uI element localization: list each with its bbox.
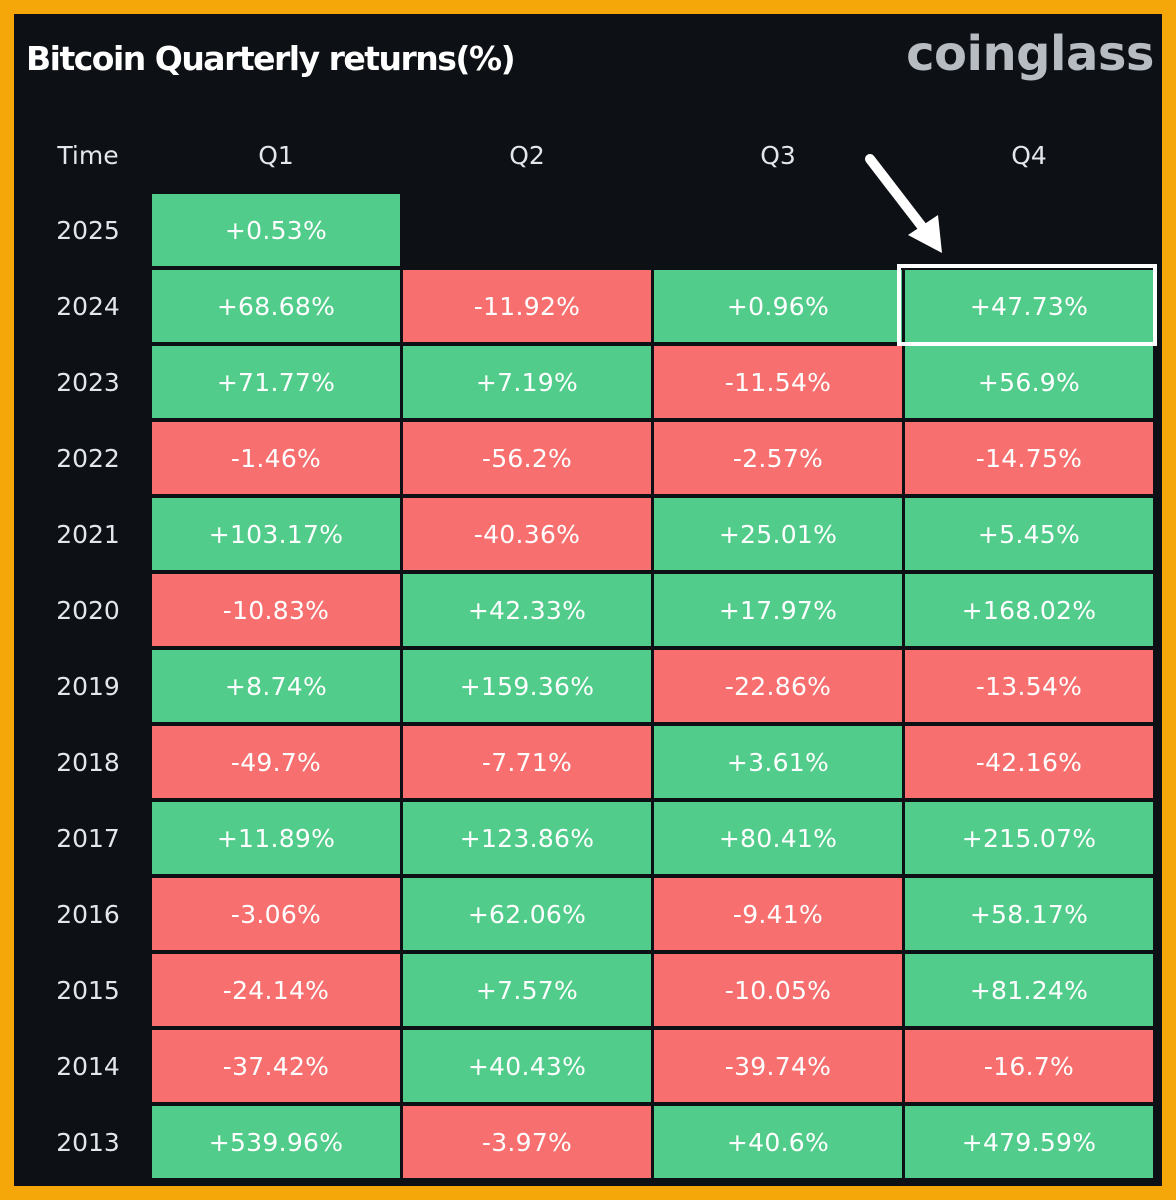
header-q3: Q3 <box>760 140 796 170</box>
return-cell-2019-q2: +159.36% <box>403 650 651 722</box>
year-label-2022: 2022 <box>56 443 120 473</box>
year-label-2014: 2014 <box>56 1051 120 1081</box>
return-cell-2015-q3: -10.05% <box>654 954 902 1026</box>
header-q2: Q2 <box>509 140 545 170</box>
return-cell-2020-q2: +42.33% <box>403 574 651 646</box>
return-cell-2018-q4: -42.16% <box>905 726 1153 798</box>
return-cell-2016-q1: -3.06% <box>152 878 400 950</box>
return-cell-2023-q3: -11.54% <box>654 346 902 418</box>
return-cell-2023-q2: +7.19% <box>403 346 651 418</box>
return-cell-2013-q2: -3.97% <box>403 1106 651 1178</box>
header-q4: Q4 <box>1011 140 1047 170</box>
return-cell-2020-q3: +17.97% <box>654 574 902 646</box>
return-cell-2016-q2: +62.06% <box>403 878 651 950</box>
return-cell-2022-q2: -56.2% <box>403 422 651 494</box>
header-q1: Q1 <box>258 140 294 170</box>
year-label-2013: 2013 <box>56 1127 120 1157</box>
return-cell-2017-q2: +123.86% <box>403 802 651 874</box>
return-cell-2022-q4: -14.75% <box>905 422 1153 494</box>
chart-title: Bitcoin Quarterly returns(%) <box>26 39 516 78</box>
return-cell-2022-q1: -1.46% <box>152 422 400 494</box>
return-cell-2023-q1: +71.77% <box>152 346 400 418</box>
brand-logo: coinglass <box>906 26 1154 82</box>
return-cell-2018-q2: -7.71% <box>403 726 651 798</box>
return-cell-2019-q3: -22.86% <box>654 650 902 722</box>
return-cell-2021-q1: +103.17% <box>152 498 400 570</box>
return-cell-2021-q2: -40.36% <box>403 498 651 570</box>
return-cell-2014-q3: -39.74% <box>654 1030 902 1102</box>
year-label-2023: 2023 <box>56 367 120 397</box>
return-cell-2015-q4: +81.24% <box>905 954 1153 1026</box>
year-label-2019: 2019 <box>56 671 120 701</box>
return-cell-2024-q2: -11.92% <box>403 270 651 342</box>
return-cell-2013-q1: +539.96% <box>152 1106 400 1178</box>
chart-panel: Bitcoin Quarterly returns(%) coinglass T… <box>14 14 1162 1186</box>
return-cell-2018-q1: -49.7% <box>152 726 400 798</box>
return-cell-2016-q3: -9.41% <box>654 878 902 950</box>
return-cell-2015-q2: +7.57% <box>403 954 651 1026</box>
return-cell-2022-q3: -2.57% <box>654 422 902 494</box>
year-label-2024: 2024 <box>56 291 120 321</box>
return-cell-2016-q4: +58.17% <box>905 878 1153 950</box>
year-label-2020: 2020 <box>56 595 120 625</box>
return-cell-2014-q1: -37.42% <box>152 1030 400 1102</box>
year-label-2015: 2015 <box>56 975 120 1005</box>
return-cell-2017-q1: +11.89% <box>152 802 400 874</box>
return-cell-2021-q4: +5.45% <box>905 498 1153 570</box>
header-time: Time <box>57 140 119 170</box>
year-label-2017: 2017 <box>56 823 120 853</box>
year-label-2016: 2016 <box>56 899 120 929</box>
return-cell-2019-q1: +8.74% <box>152 650 400 722</box>
return-cell-2013-q3: +40.6% <box>654 1106 902 1178</box>
return-cell-2020-q1: -10.83% <box>152 574 400 646</box>
return-cell-2020-q4: +168.02% <box>905 574 1153 646</box>
return-cell-2017-q3: +80.41% <box>654 802 902 874</box>
return-cell-2024-q1: +68.68% <box>152 270 400 342</box>
return-cell-2024-q4: +47.73% <box>905 270 1153 342</box>
arrow-down-right-icon <box>865 154 942 253</box>
return-cell-2019-q4: -13.54% <box>905 650 1153 722</box>
return-cell-2018-q3: +3.61% <box>654 726 902 798</box>
return-cell-2014-q4: -16.7% <box>905 1030 1153 1102</box>
year-label-2018: 2018 <box>56 747 120 777</box>
return-cell-2015-q1: -24.14% <box>152 954 400 1026</box>
return-cell-2024-q3: +0.96% <box>654 270 902 342</box>
return-cell-2017-q4: +215.07% <box>905 802 1153 874</box>
year-label-2021: 2021 <box>56 519 120 549</box>
return-cell-2025-q1: +0.53% <box>152 194 400 266</box>
year-label-2025: 2025 <box>56 215 120 245</box>
return-cell-2013-q4: +479.59% <box>905 1106 1153 1178</box>
return-cell-2021-q3: +25.01% <box>654 498 902 570</box>
return-cell-2023-q4: +56.9% <box>905 346 1153 418</box>
return-cell-2014-q2: +40.43% <box>403 1030 651 1102</box>
